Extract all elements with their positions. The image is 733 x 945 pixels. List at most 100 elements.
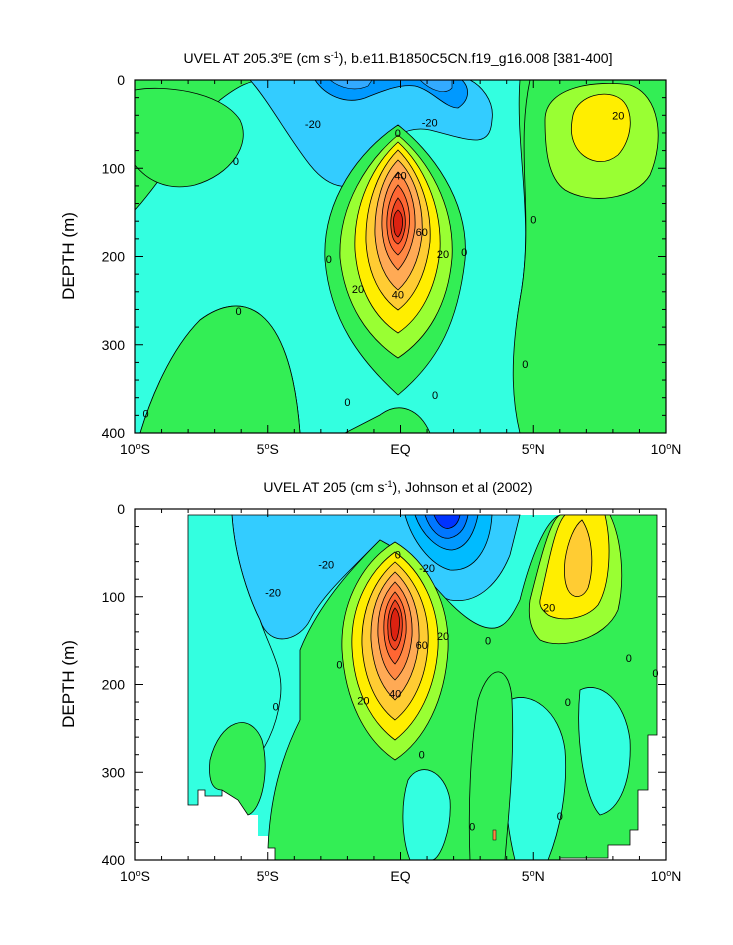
panel-model: UVEL AT 205.3oE (cm s-1), b.e11.B1850C5C…	[59, 50, 681, 457]
contour-label-text: 20	[352, 284, 364, 296]
contour-label: 0	[235, 306, 241, 318]
contour-label-text: -20	[265, 587, 281, 599]
contour-label-text: 40	[392, 289, 404, 301]
x-tick-label: 5oS	[257, 868, 279, 884]
contour-label-text: 20	[543, 602, 555, 614]
contour-label-text: 40	[389, 688, 401, 700]
contour-label-text: 20	[612, 110, 624, 122]
contour-label: 0	[652, 668, 658, 680]
contour-label-text: 0	[432, 390, 438, 402]
contour-label: 0	[419, 750, 425, 762]
contour-label-text: 0	[530, 214, 536, 226]
contour-label: -20	[305, 119, 321, 131]
contour-label: 0	[469, 822, 475, 834]
contour-label: 0	[143, 409, 149, 421]
contour-label: 0	[557, 811, 563, 823]
contour-fill	[139, 305, 301, 433]
contour-label-text: -20	[419, 563, 435, 575]
contour-fill	[564, 519, 593, 597]
contour-label: 0	[336, 659, 342, 671]
contour-label-text: 20	[437, 249, 449, 261]
contour-label-text: 0	[273, 701, 279, 713]
contour-label-text: -20	[318, 559, 334, 571]
panel-observed-field	[187, 514, 658, 860]
x-tick-label: 10oS	[120, 441, 150, 457]
contour-fill	[393, 209, 403, 238]
contour-label-text: 40	[394, 170, 406, 182]
panel-observed-title: UVEL AT 205 (cm s-1), Johnson et al (200…	[263, 479, 532, 495]
x-tick-label: 10oS	[120, 868, 150, 884]
contour-label: 60	[416, 227, 428, 239]
contour-label-text: 20	[357, 695, 369, 707]
contour-label: 0	[626, 653, 632, 665]
y-tick-label: 100	[102, 160, 126, 176]
contour-label: 0	[273, 701, 279, 713]
panel-observed-contour-labels: -20 -20 0 -20 20 60 20 0 0 20 40 0 0 0 0 0 0 0	[265, 550, 658, 834]
contour-label: 0	[395, 550, 401, 562]
contour-label-text: 0	[485, 636, 491, 648]
panel-observed: UVEL AT 205 (cm s-1), Johnson et al (200…	[59, 479, 681, 884]
contour-fill	[468, 671, 514, 860]
contour-label: 60	[416, 640, 428, 652]
contour-label: 0	[461, 247, 467, 259]
contour-label-text: 0	[143, 409, 149, 421]
y-tick-label: 200	[102, 249, 126, 265]
contour-label-text: 0	[233, 156, 239, 168]
contour-label: 0	[344, 397, 350, 409]
contour-label: 0	[395, 128, 401, 140]
x-tick-label: 10oN	[651, 441, 682, 457]
contour-label: -20	[318, 559, 334, 571]
panel-model-field	[135, 80, 666, 433]
contour-label-text: 0	[461, 247, 467, 259]
contour-label: 0	[233, 156, 239, 168]
contour-label-text: 0	[626, 653, 632, 665]
contour-label: 0	[565, 697, 571, 709]
contour-fill	[492, 829, 497, 841]
x-tick-label: 10oN	[651, 868, 682, 884]
contour-fill	[578, 687, 631, 816]
y-tick-label: 0	[117, 501, 125, 517]
contour-label-text: -20	[305, 119, 321, 131]
contour-label: 0	[530, 214, 536, 226]
y-tick-label: 100	[102, 589, 126, 605]
contour-label-text: 0	[395, 128, 401, 140]
contour-label-text: 0	[326, 254, 332, 266]
y-tick-label: 300	[102, 337, 126, 353]
contour-label: -20	[419, 563, 435, 575]
panel-model-contour-labels: -20 -20 20 0 0 40 60 20 0 0 20 40 0 0 0 0 0 0	[143, 110, 625, 421]
contour-fill	[570, 93, 631, 162]
contour-fill	[329, 80, 453, 92]
contour-label-text: 60	[416, 640, 428, 652]
contour-label-text: 0	[557, 811, 563, 823]
contour-fill	[504, 697, 566, 860]
contour-label-text: 60	[416, 227, 428, 239]
contour-label-text: 0	[652, 668, 658, 680]
y-tick-label: 400	[102, 852, 126, 868]
contour-label: -20	[265, 587, 281, 599]
contour-label: 40	[394, 170, 406, 182]
contour-label-text: 0	[395, 550, 401, 562]
contour-label-text: -20	[422, 117, 438, 129]
contour-label-text: 0	[522, 359, 528, 371]
contour-label-text: 0	[344, 397, 350, 409]
contour-label: 20	[352, 284, 364, 296]
contour-label: 20	[543, 602, 555, 614]
contour-label: 40	[389, 688, 401, 700]
x-tick-label: 5oN	[522, 441, 545, 457]
contour-label: 20	[612, 110, 624, 122]
contour-label: 20	[437, 249, 449, 261]
contour-label-text: 0	[235, 306, 241, 318]
contour-fill	[209, 722, 266, 816]
panel-observed-ylabel: DEPTH (m)	[59, 640, 78, 728]
contour-label-text: 20	[437, 631, 449, 643]
x-tick-label: EQ	[390, 868, 410, 884]
contour-label: 0	[522, 359, 528, 371]
y-tick-label: 400	[102, 425, 126, 441]
contour-label: 0	[432, 390, 438, 402]
contour-label: 20	[437, 631, 449, 643]
x-tick-label: EQ	[390, 441, 410, 457]
contour-label-text: 0	[469, 822, 475, 834]
